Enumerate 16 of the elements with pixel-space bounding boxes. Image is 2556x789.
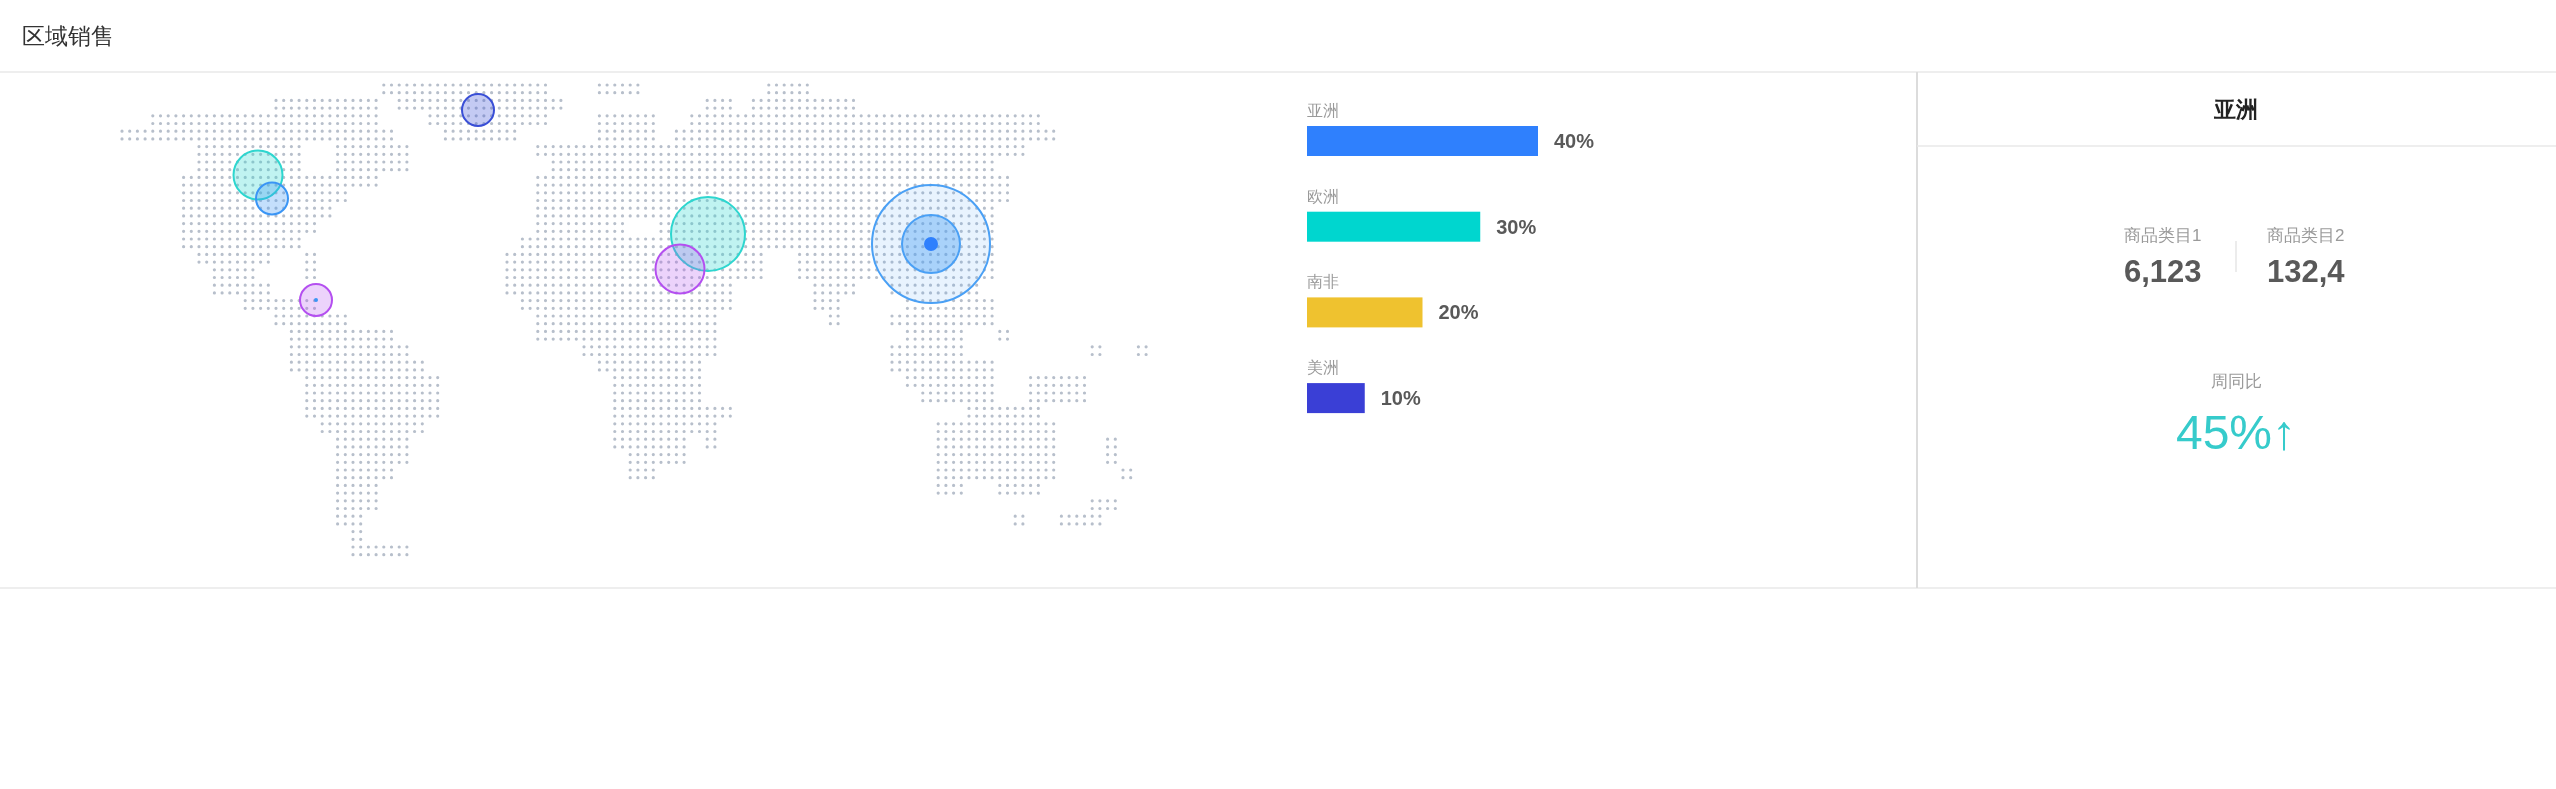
- annotation: 周同比: [2210, 372, 2262, 391]
- data-label: 20%: [1438, 301, 1479, 324]
- data-label: 10%: [1380, 387, 1421, 410]
- y-tick-label: 美洲: [1307, 359, 1339, 377]
- y-tick-label: 亚洲: [1307, 102, 1339, 119]
- data-label: 30%: [1496, 215, 1537, 238]
- y-tick-label: 欧洲: [1307, 187, 1339, 205]
- annotation: 商品类目1: [2124, 226, 2202, 245]
- annotation: 132,4: [2267, 254, 2345, 289]
- title: 亚洲: [2214, 97, 2258, 122]
- annotation: 商品类目2: [2267, 226, 2345, 245]
- y-tick-label: 南非: [1307, 273, 1339, 291]
- data-label: 40%: [1554, 130, 1595, 152]
- annotation: 6,123: [2124, 254, 2202, 289]
- annotation: 45%↑: [2175, 406, 2297, 459]
- title: 区域销售: [22, 23, 114, 49]
